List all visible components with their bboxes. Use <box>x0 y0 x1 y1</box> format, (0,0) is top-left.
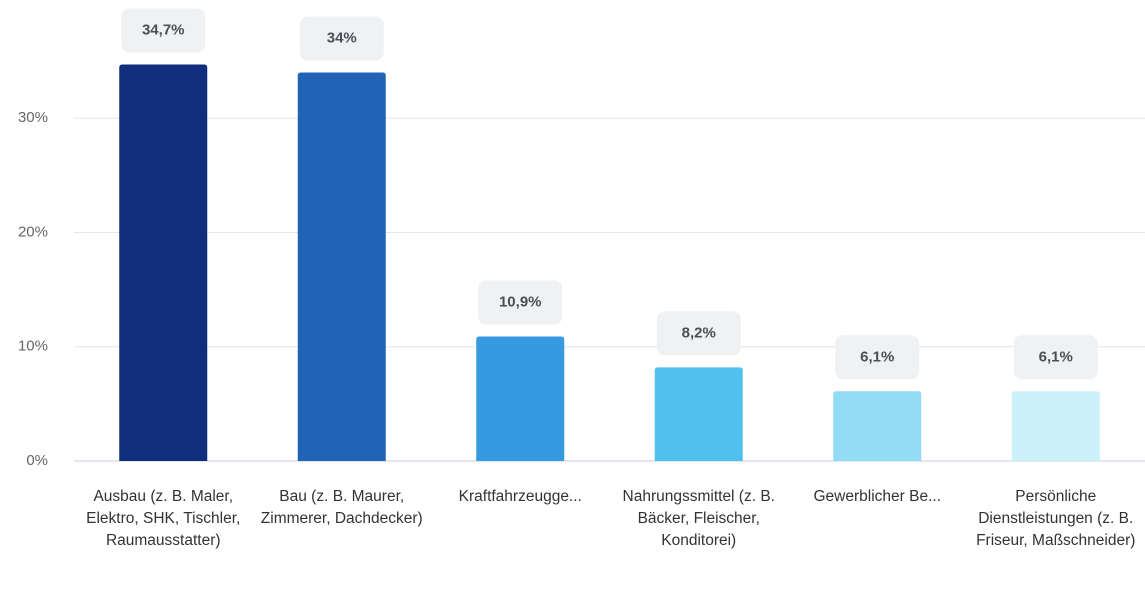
bar <box>119 64 208 462</box>
value-label: 10,9% <box>499 293 542 310</box>
bar <box>476 336 565 461</box>
value-label-box <box>835 335 920 380</box>
x-tick-label: Ausbau (z. B. Maler, Elektro, SHK, Tisch… <box>86 488 241 549</box>
value-label: 34,7% <box>142 22 185 39</box>
bar <box>1011 391 1100 461</box>
bar <box>654 367 743 461</box>
x-tick-label: Nahrungssmittel (z. B. Bäcker, Fleischer… <box>622 488 775 549</box>
value-label: 8,2% <box>682 324 716 341</box>
y-tick-label: 10% <box>18 338 48 355</box>
bar <box>833 391 922 461</box>
bar <box>297 72 386 462</box>
value-label: 34% <box>327 30 357 47</box>
x-tick-label: Gewerblicher Be... <box>813 488 942 505</box>
x-tick-label: Kraftfahrzeugge... <box>458 488 582 505</box>
y-tick-label: 0% <box>26 452 48 469</box>
y-tick-label: 30% <box>18 109 48 126</box>
value-label-box <box>478 280 563 325</box>
x-tick-label: Persönliche Dienstleistungen (z. B. Fris… <box>976 488 1136 549</box>
x-tick-label: Bau (z. B. Maurer, Zimmerer, Dachdecker) <box>260 488 423 527</box>
value-label-box <box>299 16 384 61</box>
value-label: 6,1% <box>1039 348 1073 365</box>
y-tick-label: 20% <box>18 223 48 240</box>
value-label-box <box>656 311 741 356</box>
value-label-box <box>1013 335 1098 380</box>
value-label: 6,1% <box>860 348 894 365</box>
value-label-box <box>121 8 206 53</box>
